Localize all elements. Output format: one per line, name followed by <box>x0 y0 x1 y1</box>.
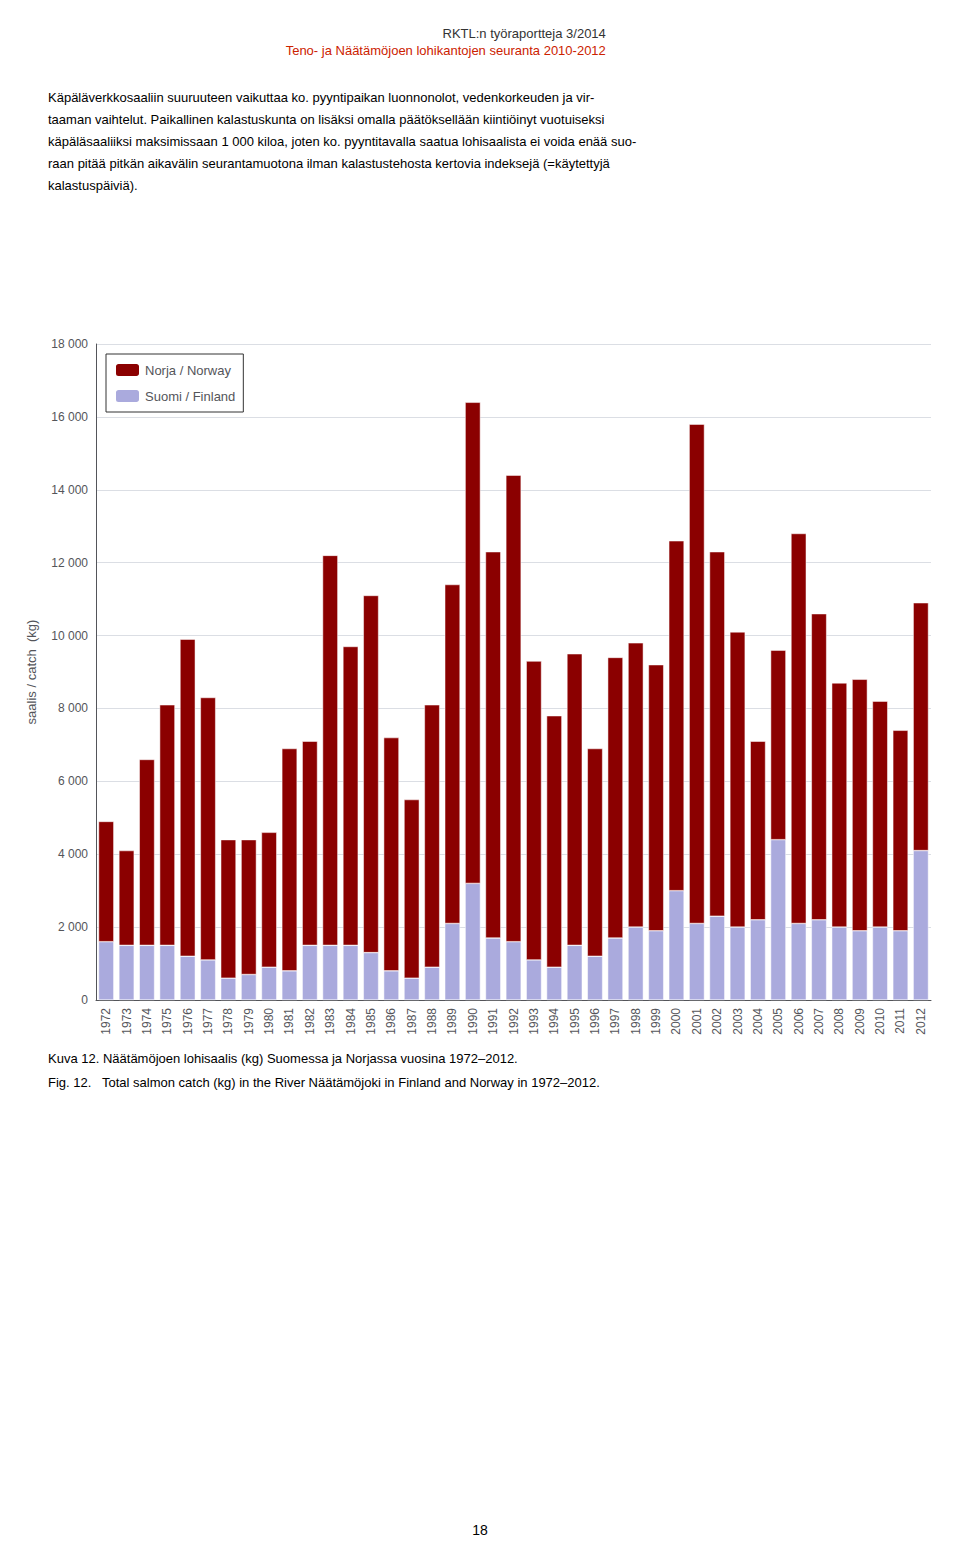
svg-text:2004: 2004 <box>751 1008 765 1035</box>
svg-text:1984: 1984 <box>344 1008 358 1035</box>
svg-text:2002: 2002 <box>710 1008 724 1035</box>
svg-text:2009: 2009 <box>853 1008 867 1035</box>
svg-text:1985: 1985 <box>364 1008 378 1035</box>
svg-text:1991: 1991 <box>486 1008 500 1035</box>
svg-text:1979: 1979 <box>242 1008 256 1035</box>
svg-text:0: 0 <box>81 993 88 1007</box>
svg-text:1978: 1978 <box>221 1008 235 1035</box>
svg-text:1981: 1981 <box>282 1008 296 1035</box>
svg-text:8 000: 8 000 <box>58 701 88 715</box>
svg-text:12 000: 12 000 <box>51 556 88 570</box>
svg-text:2007: 2007 <box>812 1008 826 1035</box>
svg-text:Kuva 12. Näätämöjoen lohisaali: Kuva 12. Näätämöjoen lohisaalis (kg) Suo… <box>48 1051 518 1066</box>
svg-text:1986: 1986 <box>384 1008 398 1035</box>
svg-text:1994: 1994 <box>547 1008 561 1035</box>
svg-text:18 000: 18 000 <box>51 337 88 351</box>
svg-text:18: 18 <box>472 1522 488 1538</box>
svg-text:1995: 1995 <box>568 1008 582 1035</box>
svg-text:1976: 1976 <box>181 1008 195 1035</box>
svg-text:raan pitää pitkän aikavälin se: raan pitää pitkän aikavälin seurantamuot… <box>48 156 611 171</box>
svg-text:2005: 2005 <box>771 1008 785 1035</box>
svg-text:käpäläsaaliiksi maksimissaan 1: käpäläsaaliiksi maksimissaan 1 000 kiloa… <box>48 134 636 149</box>
svg-text:1974: 1974 <box>140 1008 154 1035</box>
svg-text:4 000: 4 000 <box>58 847 88 861</box>
svg-text:6 000: 6 000 <box>58 774 88 788</box>
svg-text:2012: 2012 <box>914 1008 928 1035</box>
svg-text:1982: 1982 <box>303 1008 317 1035</box>
svg-text:1993: 1993 <box>527 1008 541 1035</box>
svg-text:1999: 1999 <box>649 1008 663 1035</box>
svg-text:14 000: 14 000 <box>51 483 88 497</box>
svg-text:10 000: 10 000 <box>51 629 88 643</box>
svg-text:2000: 2000 <box>669 1008 683 1035</box>
svg-text:1997: 1997 <box>608 1008 622 1035</box>
svg-text:2011: 2011 <box>893 1008 907 1034</box>
svg-text:2 000: 2 000 <box>58 920 88 934</box>
svg-text:1996: 1996 <box>588 1008 602 1035</box>
svg-text:taaman vaihtelut. Paikallinen: taaman vaihtelut. Paikallinen kalastusku… <box>48 112 605 127</box>
svg-text:2003: 2003 <box>731 1008 745 1035</box>
svg-text:1972: 1972 <box>99 1008 113 1035</box>
svg-text:saalis / catch (kg): saalis / catch (kg) <box>24 620 39 725</box>
svg-text:RKTL:n työraportteja 3/2014: RKTL:n työraportteja 3/2014 <box>443 26 606 41</box>
svg-text:2010: 2010 <box>873 1008 887 1035</box>
svg-text:Norja / Norway: Norja / Norway <box>145 363 231 378</box>
svg-text:Suomi / Finland: Suomi / Finland <box>145 389 235 404</box>
svg-text:16 000: 16 000 <box>51 410 88 424</box>
svg-text:1975: 1975 <box>160 1008 174 1035</box>
svg-text:Teno- ja Näätämöjoen lohikanto: Teno- ja Näätämöjoen lohikantojen seuran… <box>286 43 606 58</box>
svg-text:1983: 1983 <box>323 1008 337 1035</box>
svg-text:Fig. 12. Total salmon catch: Fig. 12. Total salmon catch (kg) in the … <box>48 1075 600 1090</box>
svg-text:1992: 1992 <box>507 1008 521 1035</box>
svg-text:kalastuspäiviä).: kalastuspäiviä). <box>48 178 138 193</box>
svg-text:2006: 2006 <box>792 1008 806 1035</box>
svg-text:1989: 1989 <box>445 1008 459 1035</box>
svg-text:1973: 1973 <box>120 1008 134 1035</box>
svg-text:2001: 2001 <box>690 1008 704 1035</box>
svg-text:1988: 1988 <box>425 1008 439 1035</box>
svg-text:1990: 1990 <box>466 1008 480 1035</box>
svg-text:Käpäläverkkosaaliin suuruuteen: Käpäläverkkosaaliin suuruuteen vaikuttaa… <box>48 90 594 105</box>
svg-text:1980: 1980 <box>262 1008 276 1035</box>
svg-text:2008: 2008 <box>832 1008 846 1035</box>
svg-text:1998: 1998 <box>629 1008 643 1035</box>
svg-text:1987: 1987 <box>405 1008 419 1035</box>
svg-text:1977: 1977 <box>201 1008 215 1035</box>
